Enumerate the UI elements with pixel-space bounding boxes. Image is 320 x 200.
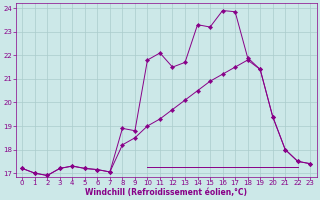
X-axis label: Windchill (Refroidissement éolien,°C): Windchill (Refroidissement éolien,°C) xyxy=(85,188,247,197)
